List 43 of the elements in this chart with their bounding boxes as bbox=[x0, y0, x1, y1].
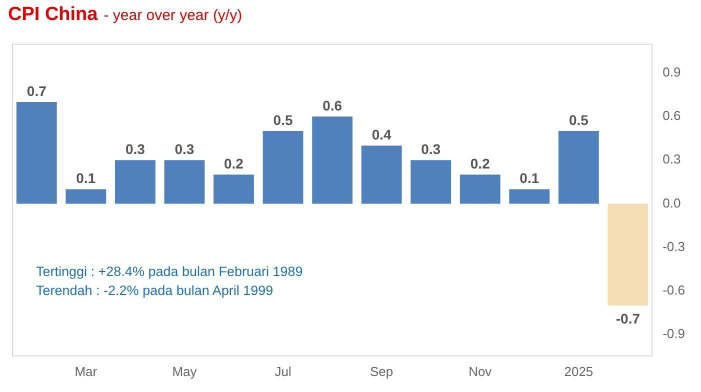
bar bbox=[214, 174, 254, 204]
x-tick-label: Sep bbox=[370, 364, 394, 379]
data-label: 0.3 bbox=[174, 140, 194, 157]
bar bbox=[361, 146, 402, 204]
data-label: 0.5 bbox=[273, 112, 293, 128]
data-label: 0.2 bbox=[224, 156, 244, 172]
bar bbox=[509, 189, 550, 204]
y-tick-label: 0.6 bbox=[662, 108, 681, 124]
bar bbox=[460, 174, 500, 204]
bar bbox=[410, 160, 452, 204]
data-label: 0.2 bbox=[470, 156, 490, 172]
bar bbox=[164, 160, 205, 204]
data-label: 0.1 bbox=[520, 170, 540, 186]
bar bbox=[114, 160, 156, 204]
y-tick-label: 0.9 bbox=[662, 64, 681, 80]
x-tick-label: 2025 bbox=[564, 364, 594, 379]
y-tick-label: 0.0 bbox=[662, 195, 681, 210]
bar bbox=[16, 102, 57, 204]
x-tick-label: May bbox=[172, 364, 198, 379]
y-tick-label: -0.3 bbox=[662, 238, 686, 254]
bar bbox=[558, 131, 599, 204]
x-tick-label: Mar bbox=[74, 364, 98, 379]
bar bbox=[312, 116, 353, 204]
bar bbox=[608, 204, 648, 306]
bar bbox=[66, 189, 106, 204]
data-label: 0.3 bbox=[421, 140, 441, 157]
data-label: -0.7 bbox=[616, 310, 640, 326]
x-tick-label: Jul bbox=[274, 364, 292, 379]
data-label: 0.4 bbox=[372, 126, 392, 142]
x-tick-label: Nov bbox=[468, 364, 492, 379]
annotation: Tertinggi : +28.4% pada bulan Februari 1989 bbox=[36, 263, 303, 281]
data-label: 0.1 bbox=[76, 170, 96, 186]
data-label: 0.5 bbox=[568, 112, 589, 128]
y-tick-label: -0.6 bbox=[662, 282, 686, 298]
data-label: 0.6 bbox=[322, 97, 342, 114]
chart-title: CPI China bbox=[8, 4, 98, 25]
bar bbox=[262, 131, 304, 204]
data-label: 0.3 bbox=[125, 140, 146, 157]
annotation: Terendah : -2.2% pada bulan April 1999 bbox=[36, 282, 274, 300]
data-label: 0.7 bbox=[26, 82, 47, 99]
y-tick-label: 0.3 bbox=[662, 152, 681, 167]
chart-subtitle: - year over year (y/y) bbox=[104, 7, 242, 24]
y-tick-label: -0.9 bbox=[662, 326, 686, 342]
